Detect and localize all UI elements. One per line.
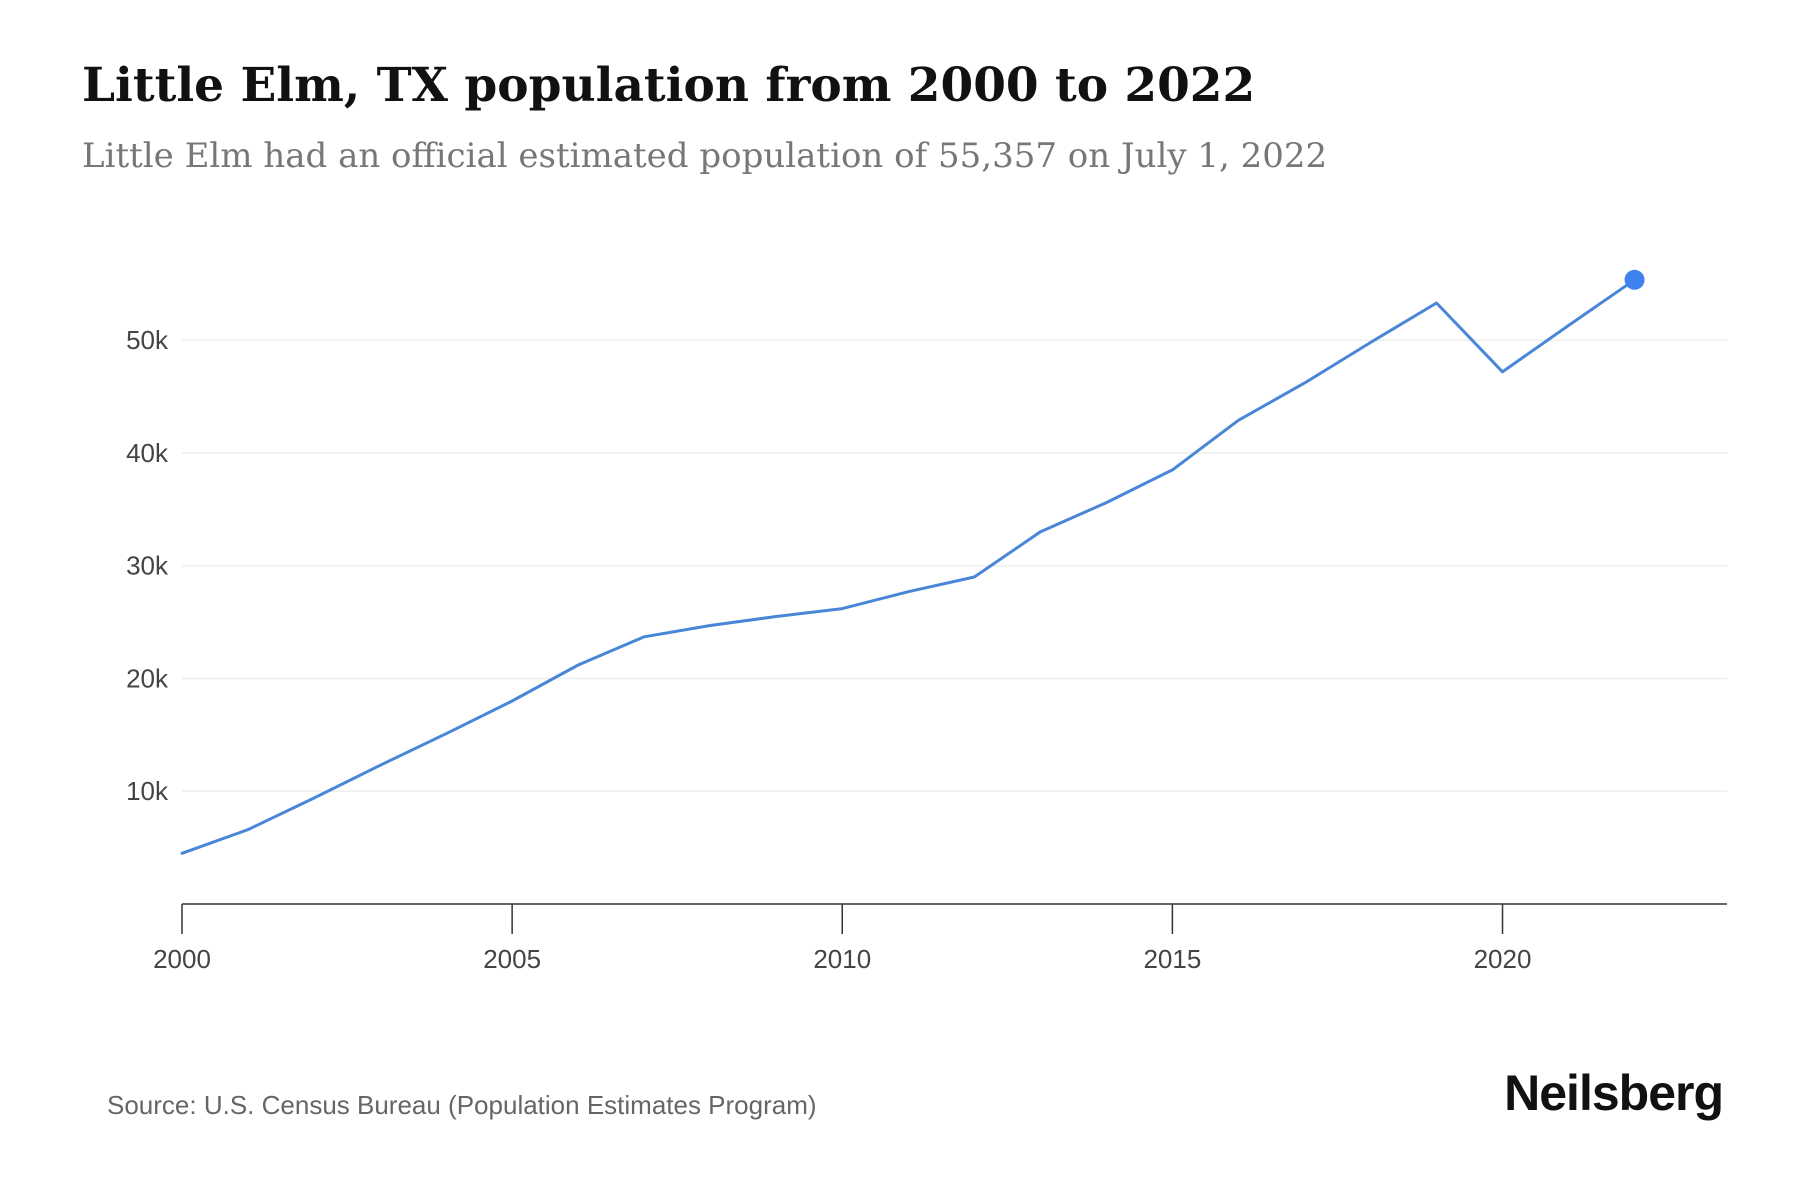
x-tick-label-0: 2000 [153, 944, 211, 974]
x-tick-label-3: 2015 [1143, 944, 1201, 974]
brand-logo: Neilsberg [1504, 1065, 1724, 1121]
x-tick-label-2: 2010 [813, 944, 871, 974]
series-layer [180, 269, 1645, 855]
y-tick-label-1: 20k [126, 663, 169, 693]
chart-subtitle: Little Elm had an official estimated pop… [82, 136, 1328, 176]
y-tick-label-4: 50k [126, 325, 169, 355]
y-tick-label-2: 30k [126, 551, 169, 581]
x-tick-label-1: 2005 [483, 944, 541, 974]
chart-title: Little Elm, TX population from 2000 to 2… [82, 58, 1256, 113]
y-axis: 10k 20k 30k 40k 50k [126, 325, 169, 806]
x-tick-label-4: 2020 [1474, 944, 1532, 974]
y-tick-label-3: 40k [126, 438, 169, 468]
gridlines [182, 339, 1727, 792]
last-point-marker[interactable] [1624, 269, 1645, 290]
x-axis: 2000 2005 2010 2015 2020 [153, 903, 1727, 974]
y-tick-label-0: 10k [126, 776, 169, 806]
series-line-0 [180, 278, 1637, 855]
source-note: Source: U.S. Census Bureau (Population E… [107, 1090, 817, 1120]
